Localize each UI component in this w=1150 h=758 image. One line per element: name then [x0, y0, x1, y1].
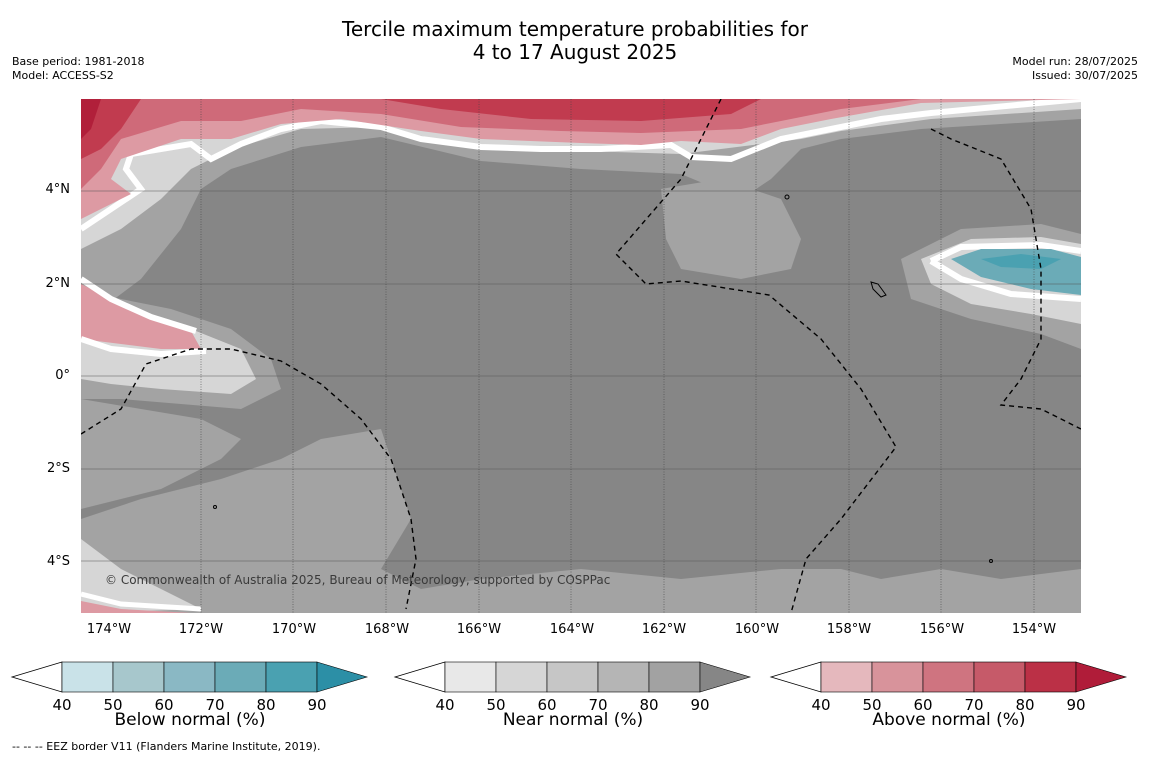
- near-normal-light-south: [81, 539, 201, 613]
- colorbar-tick-label: 50: [486, 696, 505, 714]
- colorbar-segment: [444, 661, 497, 693]
- colorbar-segment: [973, 661, 1026, 693]
- lon-label: 170°W: [271, 622, 317, 637]
- colorbar-segment: [820, 661, 873, 693]
- colorbar-segment: [112, 661, 165, 693]
- islands: [213, 194, 993, 563]
- colorbar-tick-label: 90: [1066, 696, 1085, 714]
- colorbar-segment: [648, 661, 701, 693]
- legend-title-near: Near normal (%): [502, 710, 644, 730]
- lat-label: 4°N: [45, 182, 71, 197]
- tercile-boundary-north: [81, 99, 1081, 232]
- colorbar-tick-label: 40: [435, 696, 454, 714]
- above-normal-north-90: [81, 99, 101, 139]
- colorbar-tick-label: 90: [690, 696, 709, 714]
- above-normal-south: [81, 601, 191, 613]
- lon-label: 166°W: [456, 622, 502, 637]
- above-normal-north-70: [81, 99, 921, 189]
- lon-label: 164°W: [549, 622, 595, 637]
- above-normal-north-80: [81, 99, 761, 159]
- model-name: Model: ACCESS-S2: [12, 69, 114, 82]
- lon-label: 158°W: [826, 622, 872, 637]
- below-normal-boundary: [929, 241, 1081, 302]
- colorbar-near-normal: 40 50 60 70 80 90: [393, 661, 752, 714]
- lon-label: 162°W: [641, 622, 687, 637]
- colorbar-segment: [495, 661, 548, 693]
- colorbar-tick-label: 70: [964, 696, 983, 714]
- lon-label: 156°W: [919, 622, 965, 637]
- lon-label: 168°W: [364, 622, 410, 637]
- colorbar-tick-label: 50: [103, 696, 122, 714]
- lon-label: 160°W: [734, 622, 780, 637]
- colorbar-segment: [1024, 661, 1077, 693]
- near-normal-patch-center: [661, 179, 801, 279]
- meta-right: Model run: 28/07/2025 Issued: 30/07/2025: [1012, 55, 1138, 83]
- colorbar-tick-label: 80: [256, 696, 275, 714]
- colorbar-segment: [265, 661, 318, 693]
- lat-label: 0°: [55, 368, 70, 383]
- colorbar-segment: [546, 661, 599, 693]
- tercile-boundary-south: [81, 591, 202, 612]
- lat-label: 2°N: [45, 276, 71, 291]
- colorbar-tick-label: 40: [52, 696, 71, 714]
- colorbar-tick-label: 60: [913, 696, 932, 714]
- chart-title: Tercile maximum temperature probabilitie…: [342, 17, 808, 64]
- issued-date: Issued: 30/07/2025: [1031, 69, 1138, 82]
- meta-left: Base period: 1981-2018 Model: ACCESS-S2: [12, 55, 144, 83]
- lat-label: 4°S: [46, 554, 70, 569]
- colorbar-segment: [1075, 661, 1128, 693]
- colorbar-tick-label: 40: [811, 696, 830, 714]
- legend-title-above: Above normal (%): [872, 710, 1026, 730]
- colorbar-segment: [699, 661, 752, 693]
- colorbar-under-arrow: [10, 661, 63, 693]
- colorbar-tick-label: 60: [154, 696, 173, 714]
- colorbar-segment: [597, 661, 650, 693]
- colorbar-tick-label: 50: [862, 696, 881, 714]
- legend-title-below: Below normal (%): [114, 710, 266, 730]
- lon-label: 154°W: [1011, 622, 1057, 637]
- gridlines: [200, 99, 1035, 613]
- lon-label: 174°W: [86, 622, 132, 637]
- colorbar-tick-label: 70: [588, 696, 607, 714]
- near-normal-band-south: [81, 429, 1081, 613]
- lat-label: 2°S: [46, 461, 70, 476]
- colorbar-below-normal: 40 50 60 70 80 90: [10, 661, 369, 714]
- colorbar-segment: [316, 661, 369, 693]
- tercile-boundary-west: [81, 276, 207, 358]
- colorbar-segment: [214, 661, 267, 693]
- colorbar-under-arrow: [769, 661, 822, 693]
- lon-label: 172°W: [178, 622, 224, 637]
- colorbar-tick-label: 90: [307, 696, 326, 714]
- eez-borders: [81, 99, 1081, 613]
- colorbar-segment: [61, 661, 114, 693]
- colorbar-tick-label: 80: [639, 696, 658, 714]
- colorbar-under-arrow: [393, 661, 446, 693]
- model-run: Model run: 28/07/2025: [1012, 55, 1138, 68]
- colorbar-above-normal: 40 50 60 70 80 90: [769, 661, 1128, 714]
- probability-map: © Commonwealth of Australia 2025, Bureau…: [81, 99, 1081, 613]
- colorbar-tick-label: 60: [537, 696, 556, 714]
- lat-gridlines: [81, 190, 1081, 562]
- colorbar-segment: [163, 661, 216, 693]
- colorbar-tick-label: 80: [1015, 696, 1034, 714]
- colorbar-segment: [871, 661, 924, 693]
- eez-footnote: -- -- -- EEZ border V11 (Flanders Marine…: [12, 740, 321, 753]
- base-period: Base period: 1981-2018: [12, 55, 145, 68]
- colorbar-tick-label: 70: [205, 696, 224, 714]
- copyright-credit: © Commonwealth of Australia 2025, Bureau…: [105, 573, 610, 587]
- colorbar-segment: [922, 661, 975, 693]
